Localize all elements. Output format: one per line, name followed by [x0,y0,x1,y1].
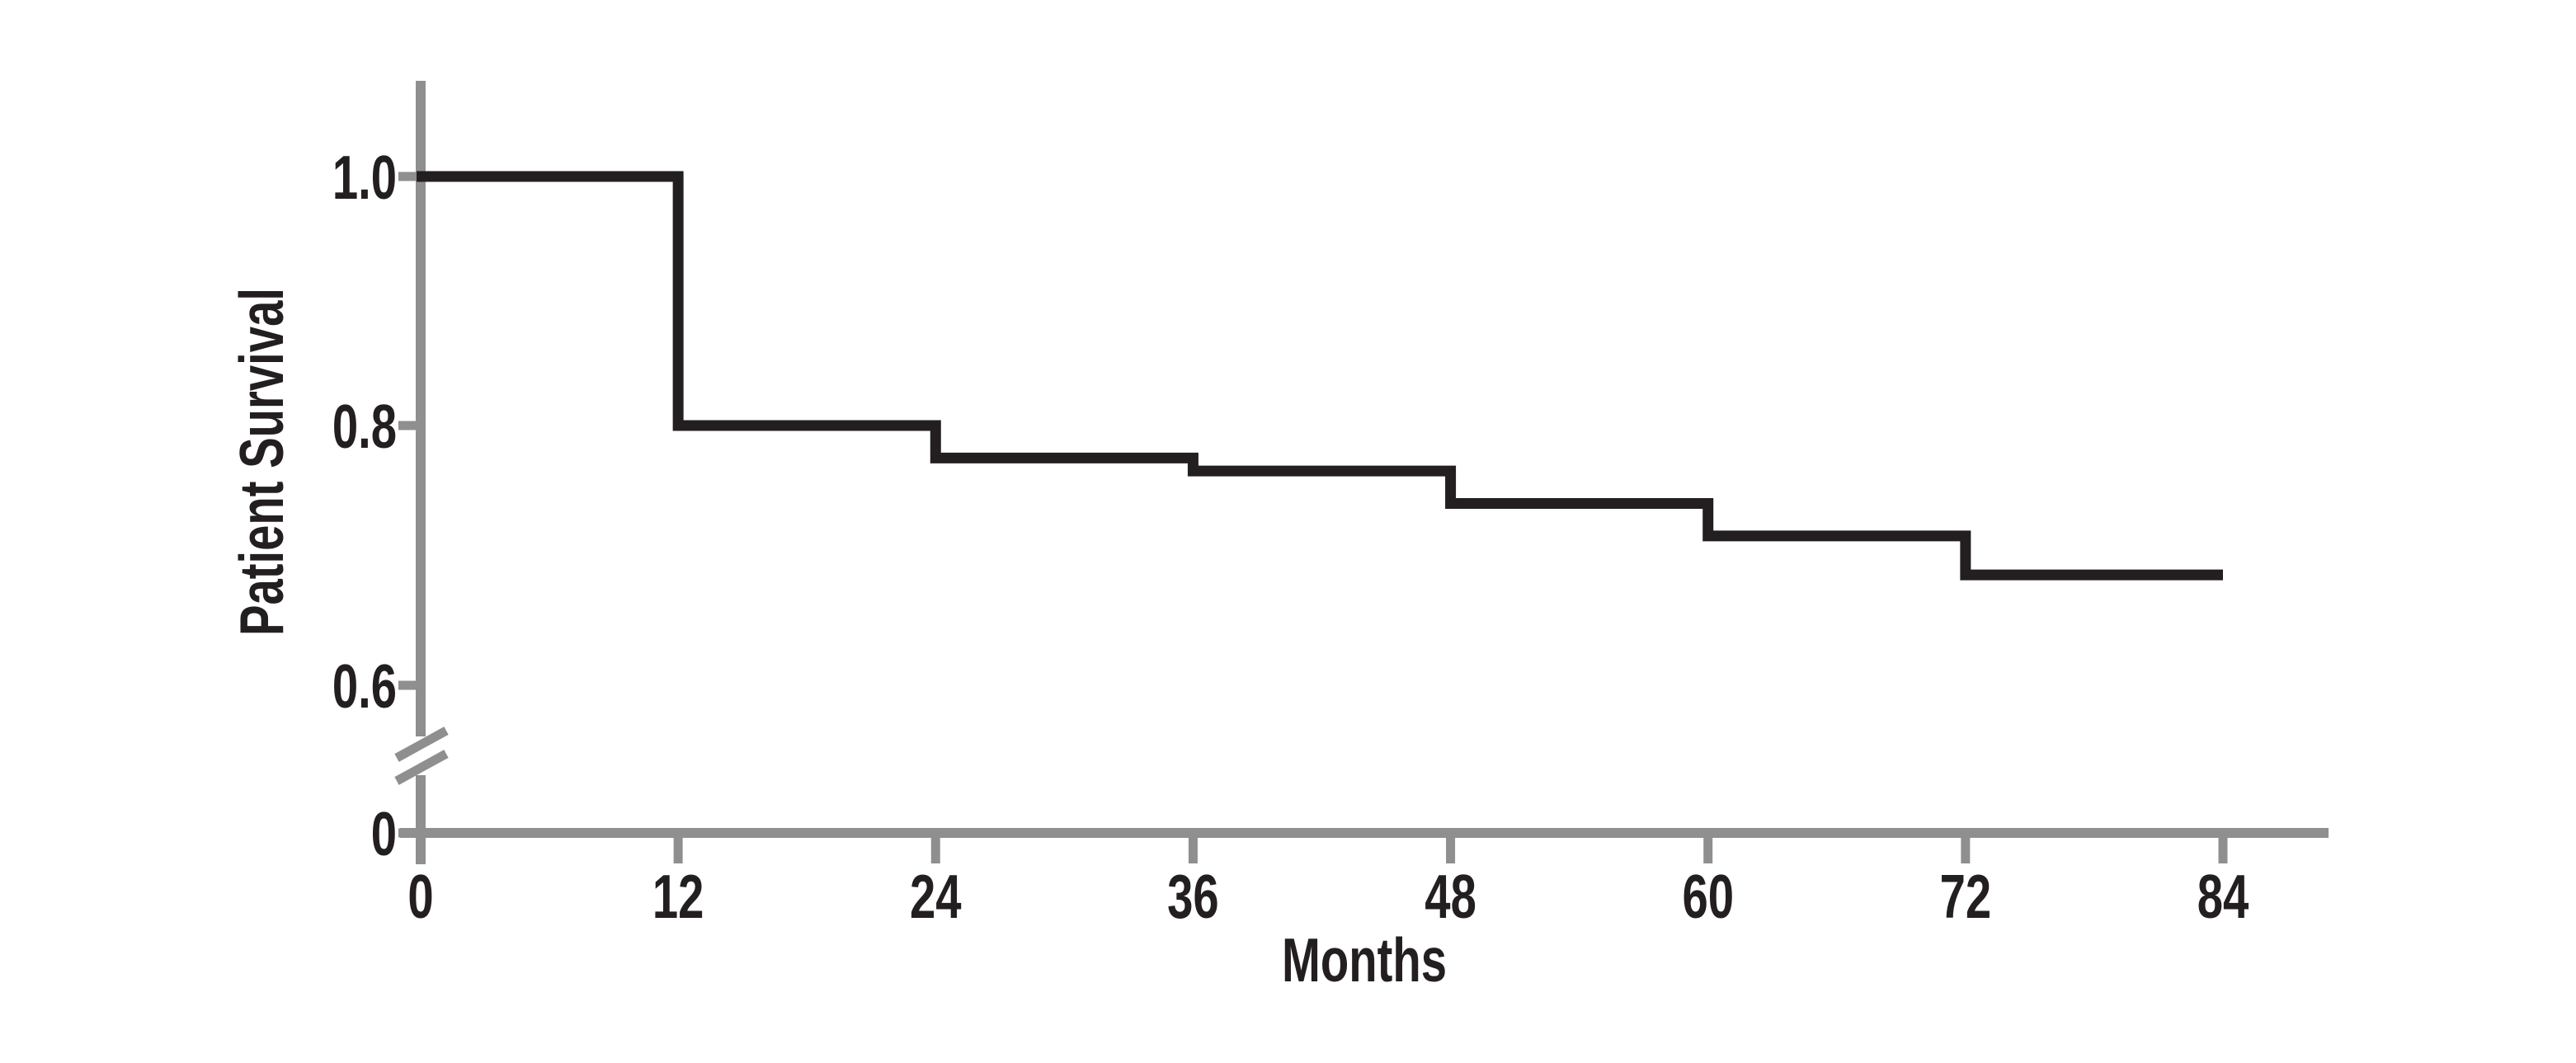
survival-curve [417,171,2223,581]
x-tick-label: 24 [910,863,962,932]
axes [394,81,2329,864]
y-tick-label: 0.6 [332,652,397,722]
y-tick-label: 1.0 [332,143,397,213]
x-axis-title: Months [1282,926,1447,995]
x-ticks [416,833,2228,863]
y-tick-label: 0.8 [332,393,397,462]
x-tick-label: 48 [1425,863,1476,932]
x-tick-label: 84 [2197,863,2249,932]
x-tick-label: 60 [1682,863,1734,932]
x-tick-label: 0 [407,863,433,932]
y-axis-title: Patient Survival [228,288,297,636]
axis-break-slash-icon [394,750,449,785]
x-tick-label: 36 [1167,863,1219,932]
axis-labels: 1.0 0.8 0.6 0 0 12 24 36 48 60 72 84 Months Patien… [228,143,2249,995]
axis-break-slash-icon [394,727,449,762]
x-tick-label: 72 [1940,863,1992,932]
x-tick-labels: 0 12 24 36 48 60 72 84 [407,863,2249,932]
y-tick-label: 0 [371,800,397,869]
x-tick-label: 12 [652,863,704,932]
y-tick-labels: 1.0 0.8 0.6 0 [332,143,397,869]
